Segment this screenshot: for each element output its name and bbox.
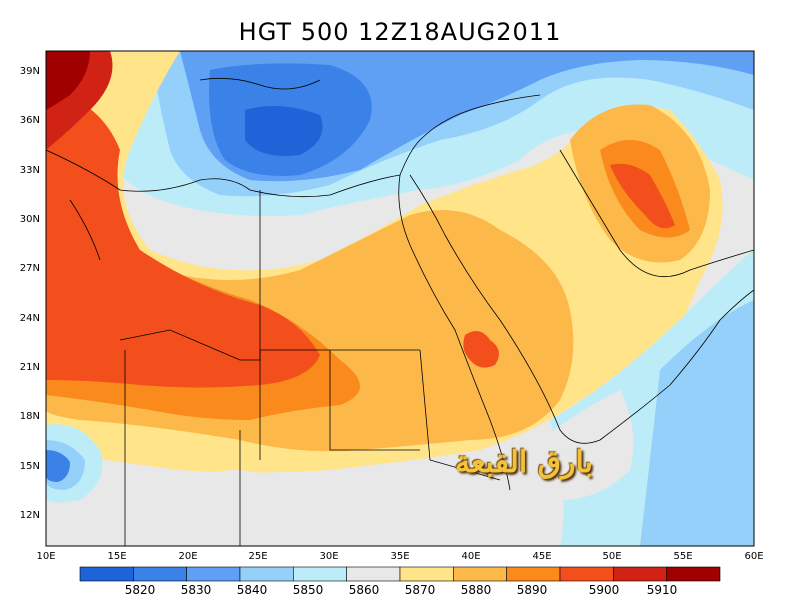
lat-label: 21N — [20, 362, 40, 373]
latitude-labels: 39N 36N 33N 30N 27N 24N 21N 18N 15N 12N — [20, 66, 40, 521]
colorbar-labels: 5820 5830 5840 5850 5860 5870 5880 5890 … — [125, 583, 678, 597]
lon-label: 50E — [602, 551, 621, 562]
lon-label: 40E — [461, 551, 480, 562]
lat-label: 12N — [20, 510, 40, 521]
colorbar-swatch — [79, 566, 134, 582]
lat-label: 39N — [20, 66, 40, 77]
height-field — [46, 51, 754, 546]
colorbar-swatch — [346, 566, 401, 582]
map-frame — [45, 50, 755, 547]
colorbar-swatch — [506, 566, 561, 582]
lat-label: 36N — [20, 115, 40, 126]
colorbar-label: 5910 — [647, 583, 678, 597]
colorbar-label: 5840 — [237, 583, 268, 597]
lon-label: 30E — [319, 551, 338, 562]
colorbar-label: 5870 — [405, 583, 436, 597]
lon-label: 15E — [107, 551, 126, 562]
coastlines — [46, 77, 754, 546]
colorbar-label: 5880 — [461, 583, 492, 597]
lon-label: 55E — [673, 551, 692, 562]
lat-label: 18N — [20, 411, 40, 422]
colorbar-swatch — [559, 566, 614, 582]
colorbar-label: 5820 — [125, 583, 156, 597]
map-title: HGT 500 12Z18AUG2011 — [238, 18, 562, 46]
colorbar-swatch — [613, 566, 667, 582]
lon-label: 35E — [390, 551, 409, 562]
colorbar-swatch — [666, 566, 721, 582]
lat-label: 24N — [20, 313, 40, 324]
colorbar-label: 5860 — [349, 583, 380, 597]
lon-label: 60E — [744, 551, 763, 562]
longitude-labels: 10E 15E 20E 25E 30E 35E 40E 45E 50E 55E … — [36, 551, 763, 562]
colorbar-swatch — [133, 566, 187, 582]
colorbar-label: 5900 — [589, 583, 620, 597]
lat-label: 27N — [20, 263, 40, 274]
colorbar-label: 5850 — [293, 583, 324, 597]
colorbar-label: 5890 — [517, 583, 548, 597]
colorbar-swatch — [239, 566, 294, 582]
lon-label: 10E — [36, 551, 55, 562]
lon-label: 20E — [178, 551, 197, 562]
colorbar-label: 5830 — [181, 583, 212, 597]
colorbar: 5820 5830 5840 5850 5860 5870 5880 5890 … — [79, 566, 721, 597]
lat-label: 33N — [20, 165, 40, 176]
lon-label: 25E — [248, 551, 267, 562]
colorbar-swatch — [453, 566, 507, 582]
lat-label: 15N — [20, 461, 40, 472]
colorbar-swatch — [399, 566, 454, 582]
colorbar-swatch — [293, 566, 347, 582]
colorbar-swatch — [186, 566, 241, 582]
lat-label: 30N — [20, 214, 40, 225]
lon-label: 45E — [532, 551, 551, 562]
watermark: بارق القبعة — [455, 445, 593, 480]
colorbar-swatches — [79, 566, 721, 582]
